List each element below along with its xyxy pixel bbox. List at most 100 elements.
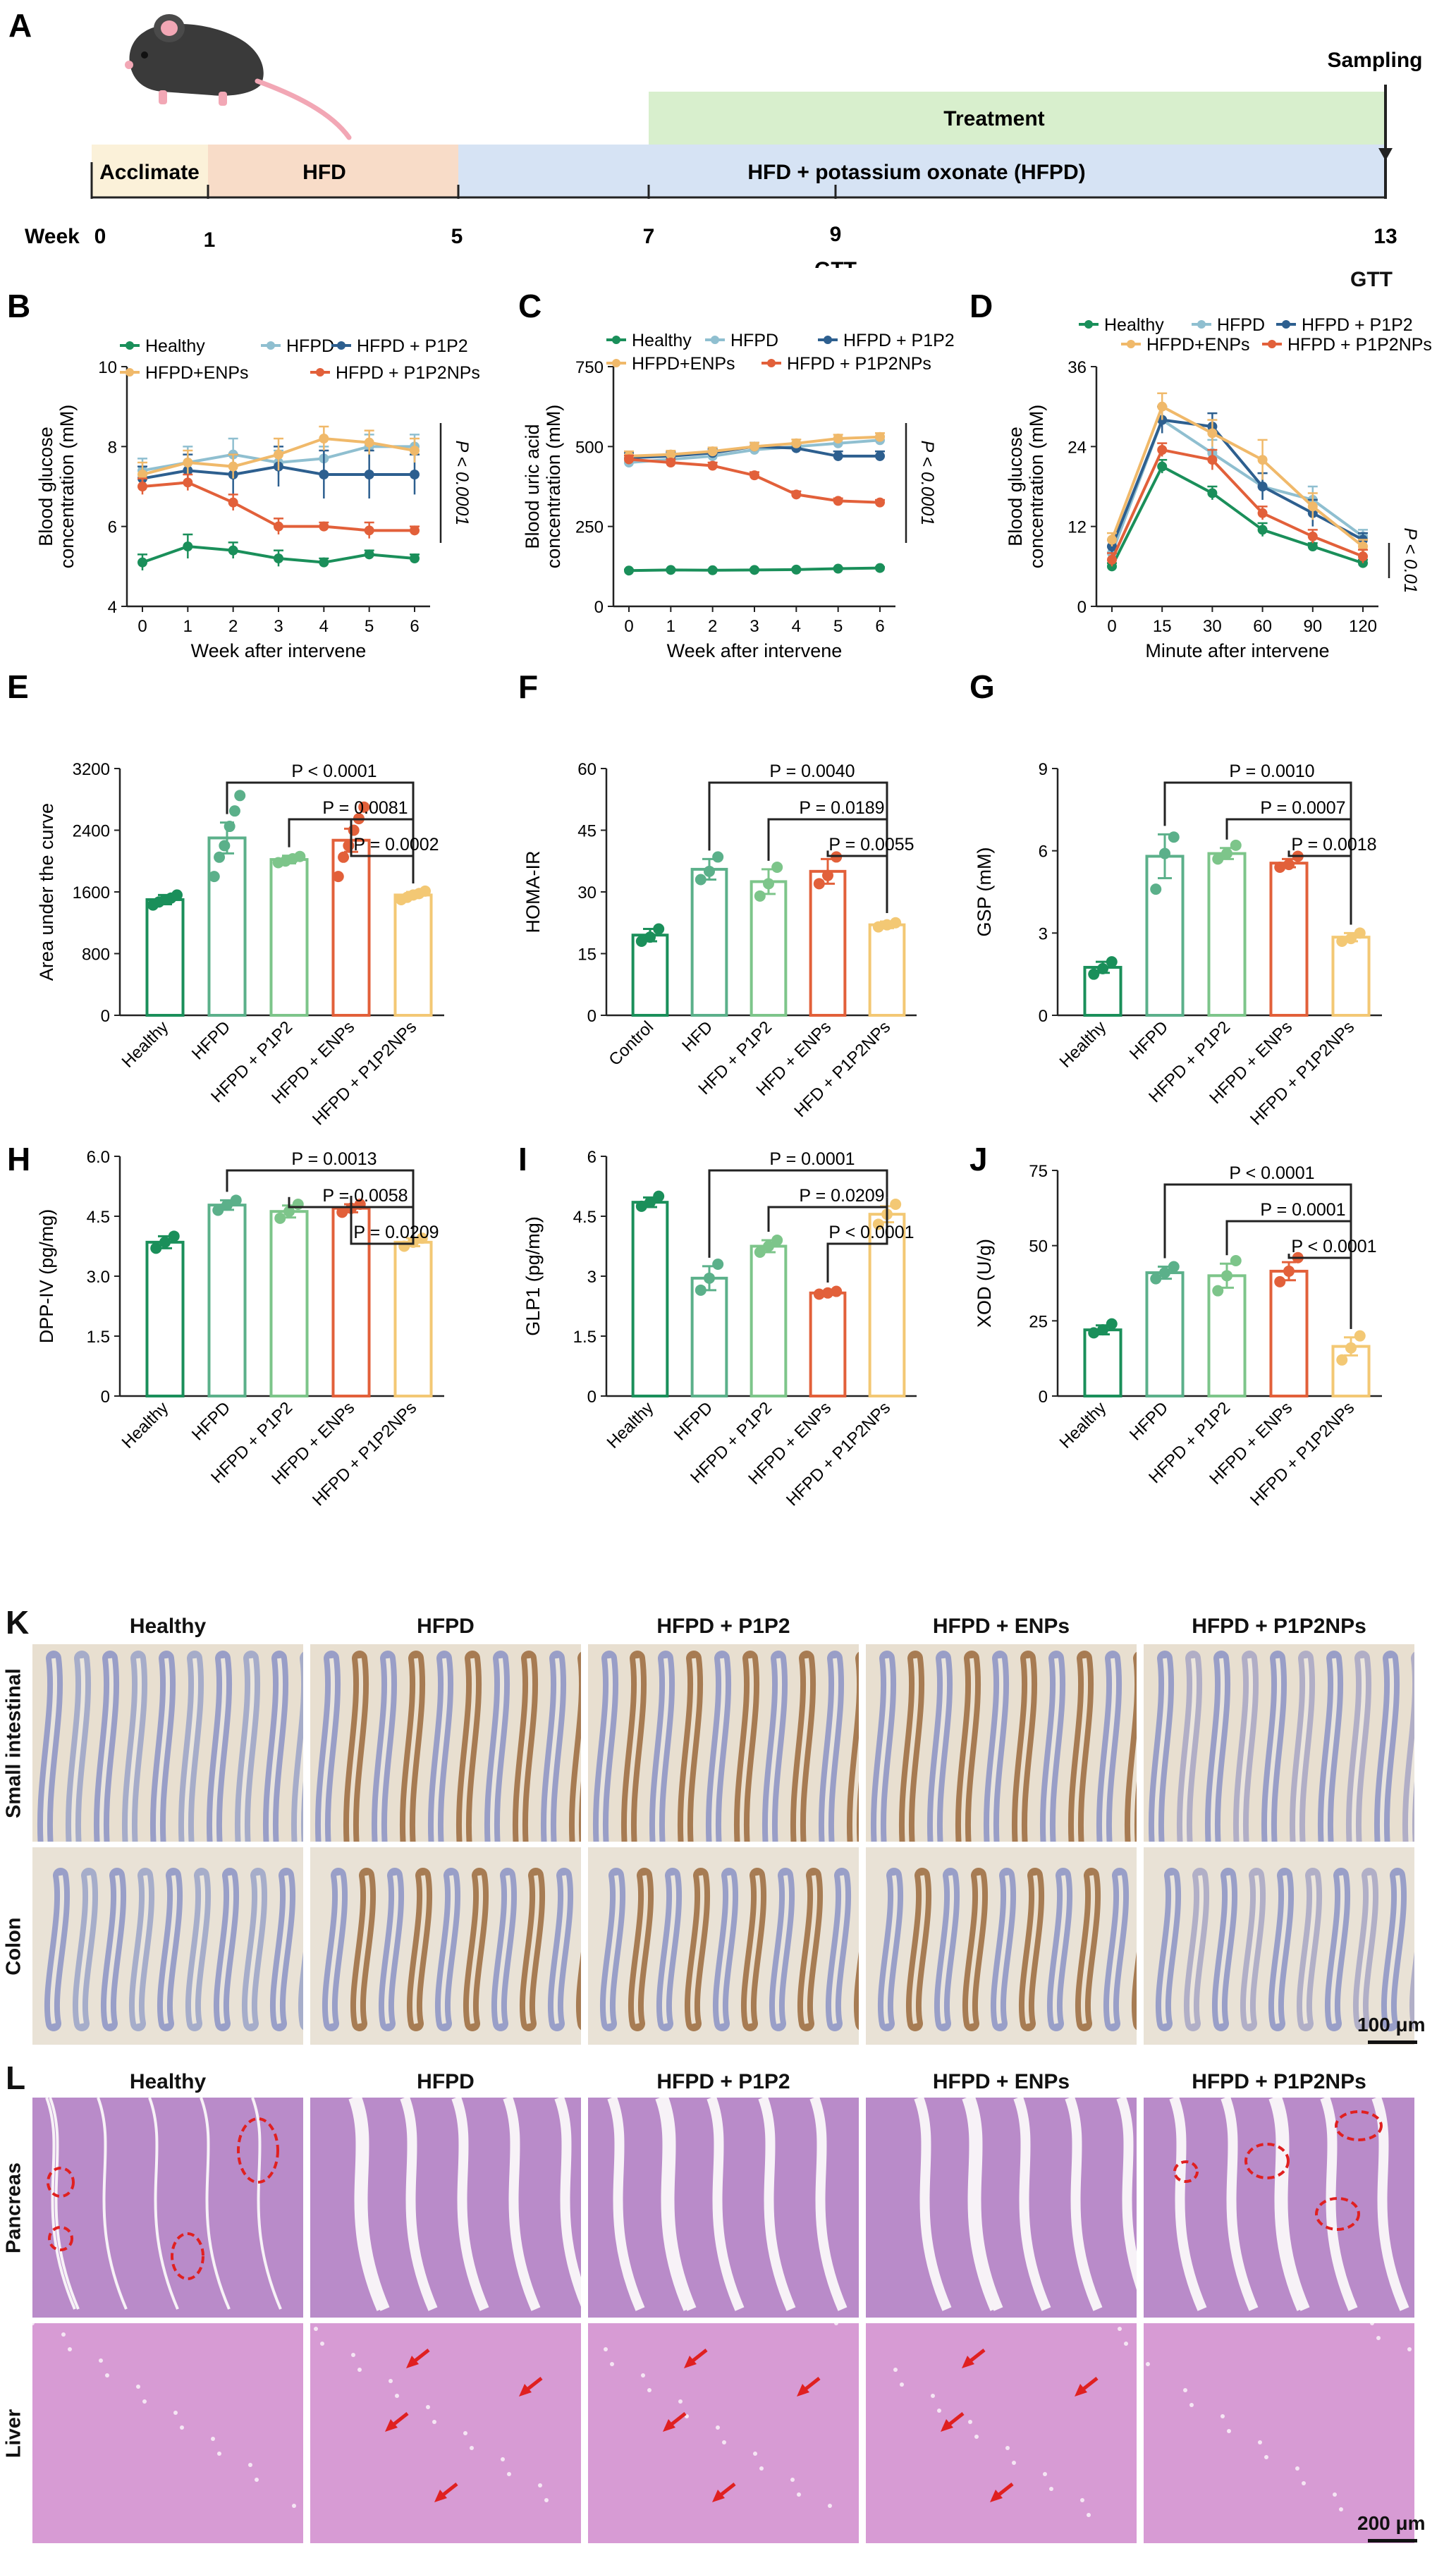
x-axis-title: Week after intervene: [191, 640, 367, 661]
replicate-point: [420, 885, 432, 897]
p-value-label: P = 0.0209: [799, 1186, 884, 1206]
data-point: [750, 565, 759, 575]
bar: [690, 867, 728, 1017]
bar: [145, 1240, 185, 1398]
data-point: [875, 432, 885, 442]
replicate-point: [831, 1285, 843, 1297]
replicate-point: [813, 1288, 825, 1300]
replicate-point: [1088, 968, 1100, 980]
data-point: [833, 496, 843, 506]
data-point: [410, 525, 420, 536]
data-point: [875, 451, 885, 461]
y-tick-label: 4: [108, 598, 117, 617]
data-point: [1307, 531, 1318, 541]
replicate-point: [274, 1212, 286, 1224]
row-header: Colon: [2, 1917, 25, 1976]
lesion-arrow: [990, 2483, 1014, 2502]
replicate-point: [1230, 839, 1242, 851]
data-point: [791, 564, 802, 575]
replicate-point: [1345, 933, 1357, 945]
replicate-point: [283, 1206, 295, 1218]
y-axis-title: Blood glucoseconcentration (mM): [35, 405, 78, 569]
x-tick-label: HFPD + P1P2NPs: [1247, 1398, 1358, 1510]
tissue-image: [310, 1847, 581, 2045]
replicate-point: [1168, 1261, 1180, 1273]
islet-marker: [1173, 2160, 1199, 2183]
panel-letter-f: F: [518, 668, 538, 705]
legend-dot: [316, 368, 324, 377]
micrograph-pancreas-2: [588, 2098, 859, 2318]
p-value-label: P = 0.0209: [353, 1223, 439, 1242]
chart-h: H 0 1.5 3.0 4.5 6.0 DPP-IV (pg/mg) Healthy HFPD H…: [7, 1141, 444, 1510]
series-line-4: [628, 458, 881, 504]
bar: [1269, 862, 1309, 1017]
replicate-point: [1097, 962, 1108, 974]
data-point: [1157, 401, 1168, 412]
data-point: [274, 553, 283, 563]
data-point: [1307, 501, 1318, 512]
timeline-panel: A Treatment Acclimate HFD HFD + potassiu…: [8, 7, 1423, 268]
x-tick-label: 120: [1349, 617, 1377, 636]
column-header: HFPD + ENPs: [932, 1615, 1070, 1638]
hfd-label: HFD: [302, 161, 346, 184]
data-point: [319, 470, 329, 479]
x-tick-label: HFPD + P1P2NPs: [1247, 1017, 1358, 1129]
y-axis-title: XOD (U/g): [974, 1239, 995, 1328]
x-tick-label: HFPD: [188, 1398, 234, 1444]
data-point: [833, 451, 843, 461]
tissue-image: [588, 1644, 859, 1842]
micrograph-pancreas-4: [1144, 2098, 1414, 2318]
replicate-point: [1336, 936, 1348, 947]
sampling-label: Sampling: [1327, 49, 1422, 72]
replicate-point: [219, 840, 231, 852]
bar: [269, 858, 309, 1017]
mouse-icon: [125, 14, 352, 140]
p-value-label: P = 0.0007: [1260, 798, 1345, 818]
lesion-arrow: [1075, 2377, 1099, 2397]
y-tick-label: 500: [575, 438, 604, 457]
data-point: [410, 446, 420, 455]
panel-letter-d: D: [969, 288, 993, 324]
replicate-point: [1274, 1275, 1286, 1287]
micrograph-colon-2: [588, 1847, 859, 2045]
data-point: [228, 461, 238, 472]
x-tick-label: 2: [228, 617, 238, 636]
replicate-point: [1283, 859, 1295, 871]
data-point: [319, 521, 329, 532]
x-tick-label: 90: [1303, 617, 1322, 636]
comparison-bracket: [226, 1169, 415, 1230]
legend-dot: [1268, 340, 1276, 348]
replicate-point: [754, 890, 766, 902]
p-value-label: P = 0.0002: [353, 835, 439, 855]
x-tick-label: Healthy: [118, 1017, 173, 1072]
chart-i: I 0 1.5 3 4.5 6 GLP1 (pg/mg) Healthy HFPD HFPD + …: [518, 1141, 917, 1510]
replicate-point: [1345, 1342, 1357, 1354]
data-point: [1157, 445, 1168, 455]
x-tick-label: Healthy: [604, 1398, 658, 1452]
x-tick-label: 5: [833, 617, 843, 636]
bar: [393, 893, 433, 1017]
data-point: [410, 553, 420, 563]
legend-label: Healthy: [632, 331, 692, 350]
micrograph-small-intestinal-4: [1144, 1644, 1414, 1842]
y-tick-label: 50: [1029, 1237, 1048, 1256]
series-line-3: [1111, 404, 1364, 548]
tissue-image: [310, 1644, 581, 1842]
week-13: 13: [1374, 225, 1397, 248]
replicate-point: [704, 865, 715, 877]
y-tick-label: 6: [108, 518, 117, 537]
p-value-label: P = 0.0189: [799, 798, 884, 818]
data-point: [1207, 428, 1218, 439]
x-tick-label: 4: [319, 617, 329, 636]
y-tick-label: 0: [1039, 1007, 1048, 1026]
replicate-point: [872, 921, 884, 933]
data-point: [274, 521, 283, 532]
replicate-point: [635, 936, 647, 947]
acclimate-label: Acclimate: [99, 161, 200, 184]
tissue-image: [1144, 1644, 1414, 1842]
replicate-point: [1221, 1270, 1232, 1282]
legend-label: Healthy: [1104, 315, 1164, 335]
legend-dot: [1127, 340, 1135, 348]
bar: [1083, 1328, 1122, 1397]
bar: [631, 1201, 669, 1397]
